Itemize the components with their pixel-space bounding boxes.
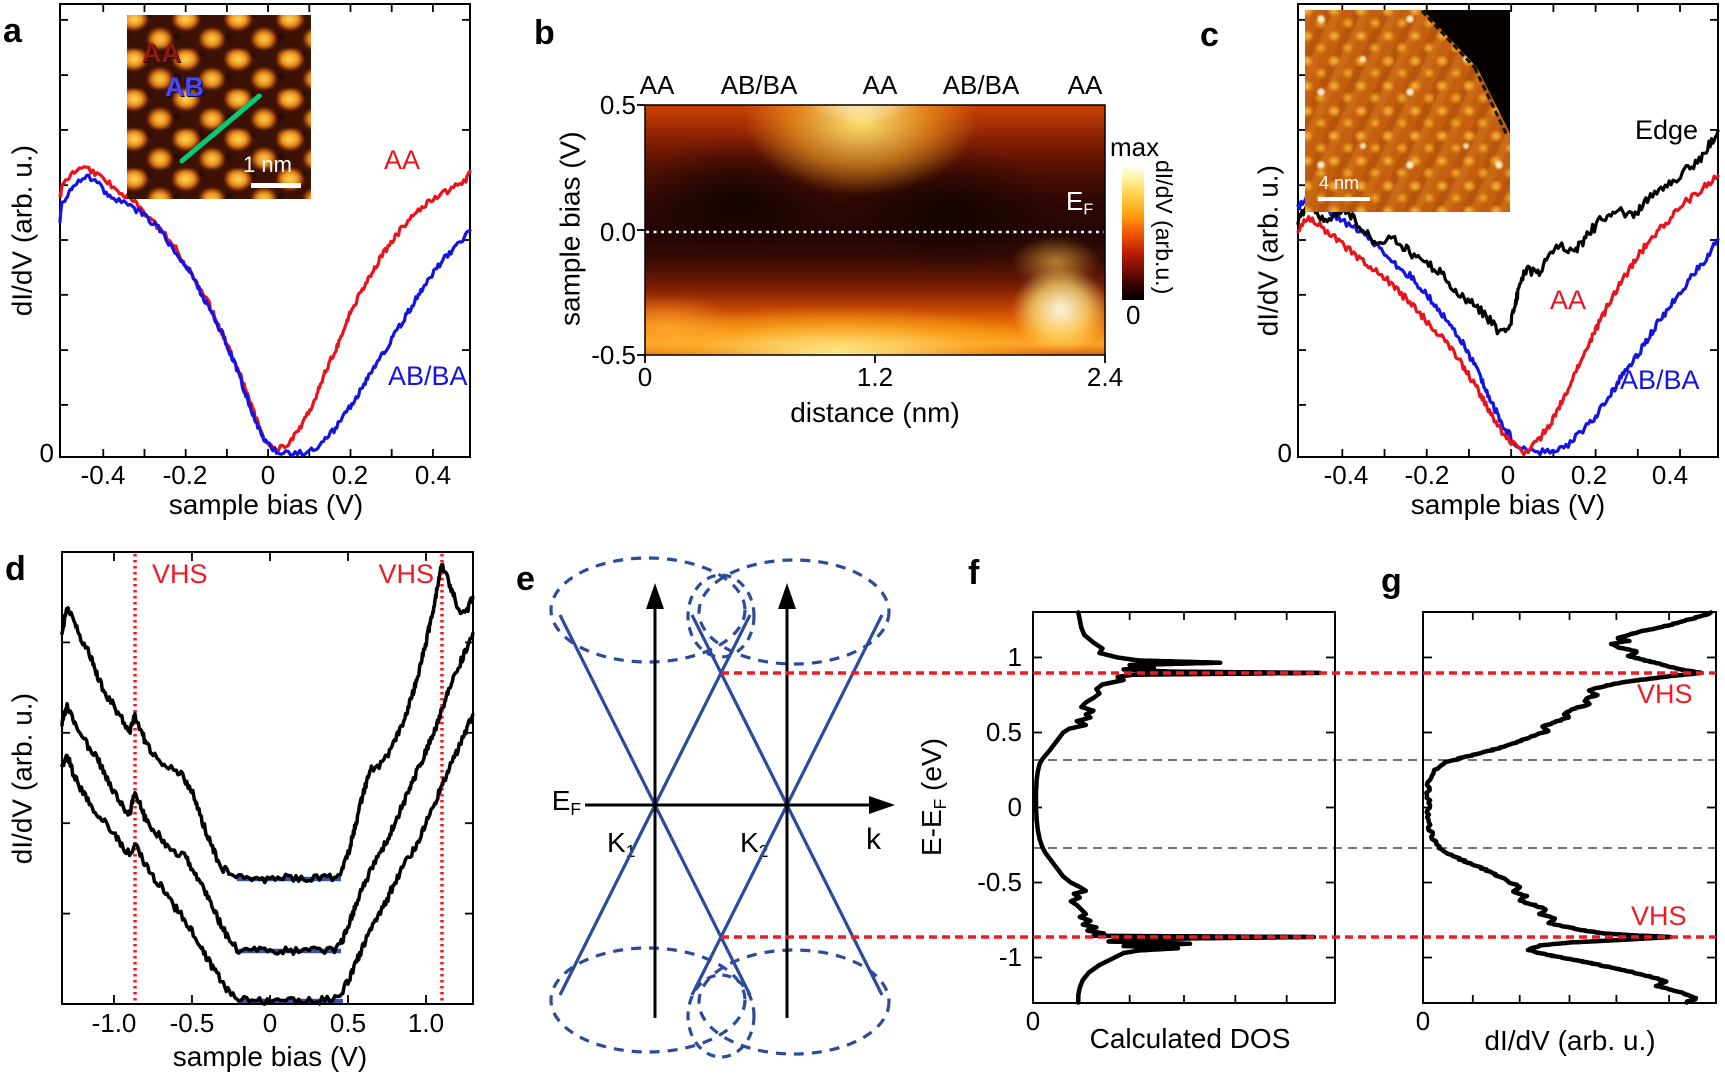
panel-a-xtick: -0.4 — [80, 460, 126, 490]
inset-c-scalebar-label: 4 nm — [1319, 173, 1360, 193]
panel-letter-b: b — [534, 14, 555, 52]
panel-b-x-axis-label: distance (nm) — [790, 397, 960, 428]
panel-d-xtick: 1.0 — [407, 1008, 445, 1038]
colorbar-axis-label: dI/dV (arb.u.) — [1151, 160, 1178, 295]
fermi-level-label: EF — [1066, 186, 1094, 219]
panel-b-site-label: AA — [862, 70, 898, 100]
fermi-level-label-sub: F — [1083, 200, 1094, 219]
colorbar-gradient — [1122, 165, 1144, 300]
inset-a-ab-label: AB — [165, 72, 204, 102]
inset-a-scalebar — [251, 183, 301, 188]
dirac-ef-main: E — [551, 785, 571, 816]
panel-a-curve-label-aa: AA — [384, 145, 421, 175]
panel-c-curve-label-aa: AA — [1550, 285, 1587, 315]
heatmap-texture — [645, 105, 1105, 355]
panel-f-ytick: -1 — [998, 942, 1022, 972]
dirac-ef-label: EF — [523, 786, 581, 818]
panel-b-xtick: 1.2 — [856, 362, 894, 392]
panel-a-xtick: 0 — [260, 460, 276, 490]
panel-d-xtick: -0.5 — [169, 1008, 215, 1038]
panel-letter-d: d — [5, 550, 26, 588]
panel-b-ytick: 0.0 — [599, 217, 636, 247]
panel-letter-f: f — [968, 554, 980, 592]
panel-g-x-zero: 0 — [1415, 1006, 1431, 1036]
panel-f-ytick: 1 — [1007, 642, 1022, 672]
panel-b-site-label: AB/BA — [942, 70, 1020, 100]
panel-f-ytick: -0.5 — [977, 867, 1022, 897]
panel-letter-e: e — [516, 560, 535, 598]
dirac-k2-main: K — [740, 827, 759, 858]
panel-f-x-zero: 0 — [1025, 1006, 1041, 1036]
panel-b-heatmap-image — [645, 105, 1105, 355]
panel-b-ytick: 0.5 — [599, 90, 636, 120]
panel-c-y-zero: 0 — [1277, 438, 1292, 468]
inset-a-scalebar-label: 1 nm — [243, 152, 292, 177]
panel-g-x-axis-label: dI/dV (arb. u.) — [1484, 1025, 1656, 1056]
panel-b-xtick: 2.4 — [1086, 362, 1124, 392]
stm-lattice-texture — [127, 15, 311, 199]
panel-f-ytick: 0 — [1007, 792, 1022, 822]
panel-c-xtick: 0 — [1500, 460, 1516, 490]
dirac-k1-main: K — [607, 827, 626, 858]
colorbar-zero-label: 0 — [1126, 300, 1141, 330]
panel-letter-a: a — [3, 12, 22, 50]
panel-d-vhs-label-left: VHS — [152, 559, 208, 589]
panel-c-xtick: -0.2 — [1404, 460, 1450, 490]
panel-b-site-label: AB/BA — [720, 70, 798, 100]
panel-a-xtick: 0.4 — [414, 460, 452, 490]
panel-a-xtick: -0.2 — [162, 460, 208, 490]
colorbar-max-label: max — [1110, 132, 1160, 162]
inset-a-aa-label: AA — [142, 38, 181, 68]
inset-c-scalebar — [1318, 197, 1370, 201]
panel-d-xtick: 0.5 — [329, 1008, 367, 1038]
panel-d-xtick: 0 — [262, 1008, 278, 1038]
panel-f-x-axis-label: Calculated DOS — [1089, 1023, 1291, 1054]
panel-d-xtick: -1.0 — [91, 1008, 137, 1038]
panel-f-ytick: 0.5 — [985, 717, 1022, 747]
panel-g-vhs-label-top: VHS — [1637, 679, 1693, 709]
panel-b-xtick: 0 — [637, 362, 653, 392]
panel-b-site-label: AA — [639, 70, 675, 100]
panel-g-vhs-label-bottom: VHS — [1631, 901, 1687, 931]
dirac-ef-sub: F — [570, 798, 581, 819]
panel-a-stm-inset: AA AB 1 nm — [127, 15, 311, 199]
panel-c-stm-inset: 4 nm — [1305, 10, 1510, 212]
panel-c-curve-label-abba: AB/BA — [1620, 365, 1700, 395]
panel-c-curve-label-edge: Edge — [1635, 115, 1699, 145]
panel-d-vhs-label-right: VHS — [378, 559, 434, 589]
panel-d-x-axis-label: sample bias (V) — [172, 1041, 368, 1072]
panel-a-x-axis-label: sample bias (V) — [168, 489, 364, 520]
panel-letter-c: c — [1200, 16, 1219, 54]
panel-c-xtick: 0.2 — [1570, 460, 1608, 490]
panel-letter-g: g — [1381, 562, 1402, 600]
panel-c-xtick: 0.4 — [1651, 460, 1689, 490]
fermi-level-label-main: E — [1066, 186, 1084, 216]
panel-c-x-axis-label: sample bias (V) — [1410, 489, 1606, 520]
panel-a-curve-label-abba: AB/BA — [388, 361, 468, 391]
panel-b-site-label: AA — [1067, 70, 1103, 100]
panel-a-xtick: 0.2 — [331, 460, 369, 490]
momentum-axis-label: k — [866, 823, 881, 856]
panel-c-xtick: -0.4 — [1323, 460, 1369, 490]
panel-a-y-zero: 0 — [39, 438, 54, 468]
panel-b-ytick: -0.5 — [591, 340, 636, 370]
